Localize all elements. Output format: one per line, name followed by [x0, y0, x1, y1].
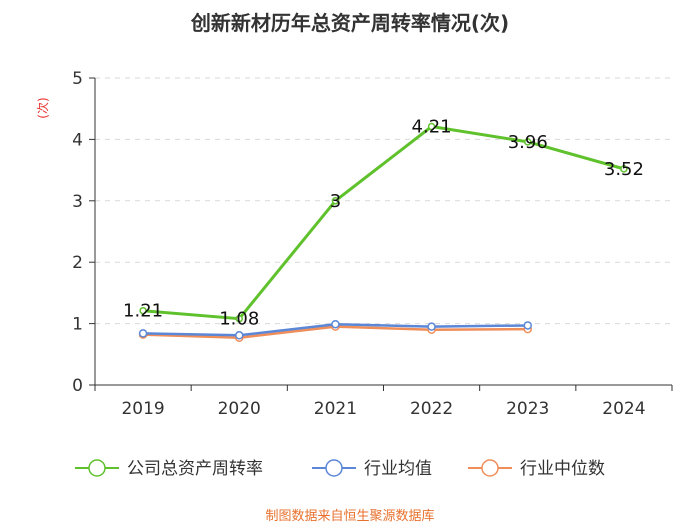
x-tick-labels: 2019 2020 2021 2022 2023 2024	[121, 399, 645, 419]
y-axis-label: (次)	[36, 97, 50, 118]
x-tick-label-2022: 2022	[410, 399, 453, 419]
source-note: 制图数据来自恒生聚源数据库	[265, 508, 434, 524]
data-label-2022: 4.21	[412, 117, 452, 138]
legend-label-2: 行业中位数	[520, 459, 605, 479]
series-0-point-2023	[524, 138, 532, 146]
legend-item-0[interactable]: 公司总资产周转率	[75, 459, 263, 479]
legend-marker-1	[325, 459, 343, 477]
y-tick-label-4: 4	[72, 130, 83, 150]
data-label-2023: 3.96	[508, 132, 548, 153]
legend-label-1: 行业均值	[364, 459, 432, 479]
legend-label-0: 公司总资产周转率	[127, 459, 263, 479]
x-tick-label-2024: 2024	[602, 399, 645, 419]
data-label-2021: 3	[330, 191, 341, 212]
series-1-point-2019	[138, 329, 148, 338]
x-tick-label-2023: 2023	[506, 399, 549, 419]
legend-marker-2	[481, 459, 499, 477]
series-0-point-2022	[427, 122, 436, 131]
data-label-2019: 1.21	[123, 301, 163, 322]
series-1-point-2023	[523, 321, 532, 330]
y-tick-label-0: 0	[72, 376, 83, 396]
series-line-0	[142, 125, 625, 321]
series-lines	[138, 122, 628, 342]
data-label-2024: 3.52	[604, 159, 644, 180]
legend[interactable]: 公司总资产周转率 行业均值 行业中位数	[75, 459, 605, 479]
series-0-point-2020	[235, 314, 243, 323]
legend-item-2[interactable]: 行业中位数	[468, 459, 605, 479]
legend-item-1[interactable]: 行业均值	[312, 459, 432, 479]
y-tick-labels: 0 1 2 3 4 5	[72, 69, 83, 396]
x-tick-label-2021: 2021	[314, 399, 357, 419]
data-label-2020: 1.08	[219, 309, 259, 330]
axes	[89, 77, 673, 391]
series-1-point-2022	[427, 322, 436, 331]
series-0-point-2024	[620, 165, 628, 173]
series-0-point-2019	[139, 306, 147, 315]
y-tick-label-5: 5	[72, 69, 83, 89]
chart-title: 创新新材历年总资产周转率情况(次)	[190, 11, 509, 35]
y-tick-label-3: 3	[72, 192, 83, 212]
y-tick-label-1: 1	[72, 315, 83, 335]
series-0-point-2021	[331, 197, 340, 205]
x-tick-label-2019: 2019	[121, 399, 164, 419]
legend-marker-0	[88, 459, 106, 477]
series-1-point-2021	[331, 319, 340, 329]
x-tick-label-2020: 2020	[218, 399, 261, 419]
data-labels: 1.21 1.08 3 4.21 3.96 3.52	[123, 117, 644, 330]
y-tick-label-2: 2	[72, 253, 83, 273]
grid-lines	[95, 77, 672, 325]
series-1-point-2020	[235, 331, 244, 340]
